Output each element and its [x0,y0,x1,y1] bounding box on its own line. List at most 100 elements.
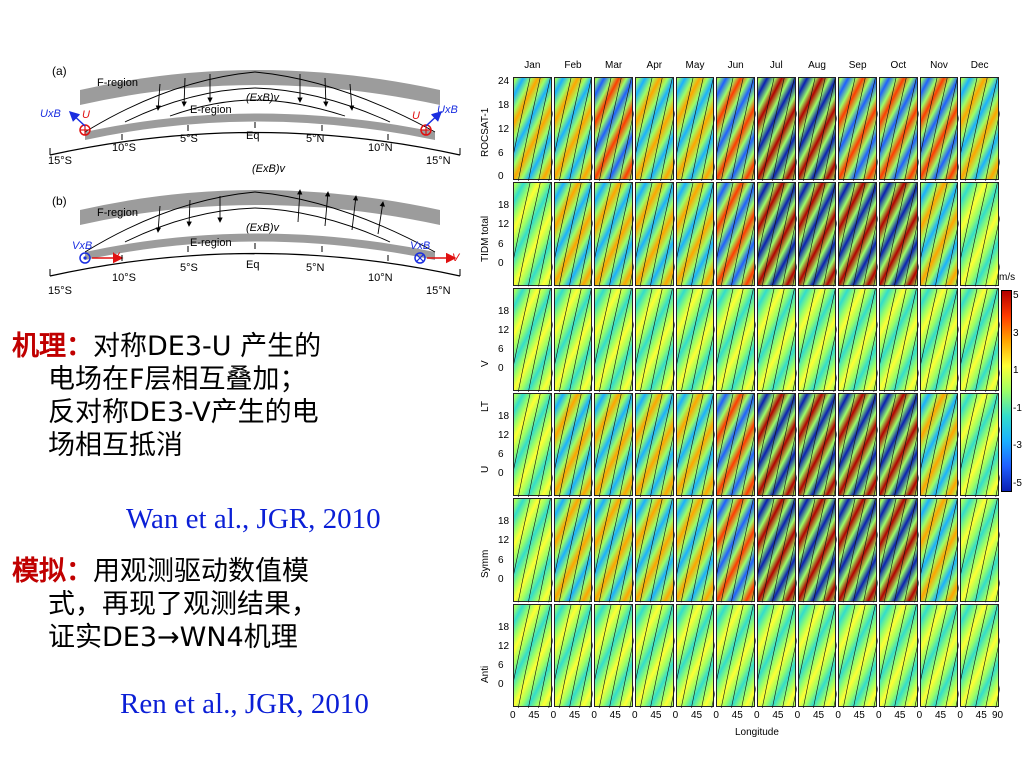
colorbar-tick-label: -3 [1013,440,1022,452]
contour-line [517,288,541,393]
contour-line [639,499,663,603]
contour-line [650,183,673,287]
contour-line [792,288,815,393]
contour-line [975,183,998,287]
contour-line [517,393,541,498]
contour-lines [589,393,653,498]
y-tick-label: 0 [498,468,504,480]
heatmap-panel [914,603,978,709]
contour-line [741,288,765,393]
lat-5n-a: 5°N [306,133,325,145]
contour-line [589,183,612,287]
contour-line [517,604,541,709]
contour-lines [751,499,815,603]
contour-lines [711,499,775,603]
contour-line [853,77,876,182]
contour-line [700,393,724,498]
earth-arc [49,131,461,156]
y-tick-label: 0 [498,573,504,585]
f-region-label-b: F-region [97,207,138,219]
contour-line [914,499,937,603]
contour-line [711,499,734,603]
contour-line [772,393,795,498]
month-label: Aug [808,60,826,71]
contour-lines [955,499,1019,603]
contour-line [619,288,643,393]
contour-line [558,499,582,603]
x-tick-label: 0 [510,710,516,721]
contour-lines [507,183,571,287]
contour-lines [792,183,856,287]
contour-line [670,288,693,393]
month-label: Dec [970,60,989,71]
left-force-label-b: VxB [72,240,93,252]
contour-lines [629,77,693,182]
left-force-arrow [68,110,86,127]
x-tick-label: 45 [609,710,621,721]
contour-line [558,183,582,287]
f-region-band [80,70,440,105]
contour-line [589,393,612,498]
contour-line [761,604,785,709]
contour-line [975,288,998,393]
contour-line [558,288,582,393]
contour-line [538,604,561,709]
contour-line [599,288,622,393]
contour-line [772,183,795,287]
contour-line [751,183,775,287]
x-tick-label: 45 [691,710,703,721]
contour-line [914,393,937,498]
contour-lines [914,393,978,498]
contour-line [934,77,958,182]
contour-line [985,393,1009,498]
contour-line [853,288,876,393]
heatmap-panel [711,498,775,603]
contour-line [639,288,663,393]
x-tick-label: 45 [975,710,987,721]
contour-line [843,183,866,287]
contour-line [822,393,846,498]
contour-lines [670,604,734,709]
contour-line [700,604,724,709]
contour-line [538,499,561,603]
heatmap-panel [833,182,897,287]
heatmap-panel [548,393,612,498]
contour-line [812,183,836,287]
contour-line [731,393,754,498]
contour-line [538,77,561,182]
contour-line [650,393,673,498]
contour-line [629,288,653,393]
contour-lines [629,393,693,498]
contour-line [619,604,643,709]
contour-line [894,604,917,709]
contour-line [833,393,856,498]
right-force-arrow [425,110,443,127]
contour-line [883,604,907,709]
contour-line [761,288,785,393]
contour-line [822,77,846,182]
heatmap-panel [914,498,978,603]
contour-line [934,499,958,603]
contour-line [680,183,704,287]
contour-line [894,77,917,182]
x-tick-label: 0 [794,710,801,721]
x-tick-label: 45 [731,710,743,721]
lat-10s-b: 10°S [112,272,136,284]
heatmap-panel [873,77,937,182]
contour-line [863,288,887,393]
heatmap-panel [955,498,1019,603]
contour-line [924,183,948,287]
contour-line [660,183,683,287]
heatmap-panel [711,603,775,709]
contour-lines [548,77,612,182]
heatmap-panel [914,77,978,182]
contour-lines [833,183,897,287]
contour-line [650,77,673,182]
contour-line [650,604,673,709]
lat-10s-a: 10°S [112,142,136,154]
colorbar-tick-label: 3 [1013,327,1019,339]
colorbar-tick-label: 1 [1013,365,1019,377]
contour-line [883,77,907,182]
contour-line [863,77,887,182]
contour-lines [833,288,897,393]
